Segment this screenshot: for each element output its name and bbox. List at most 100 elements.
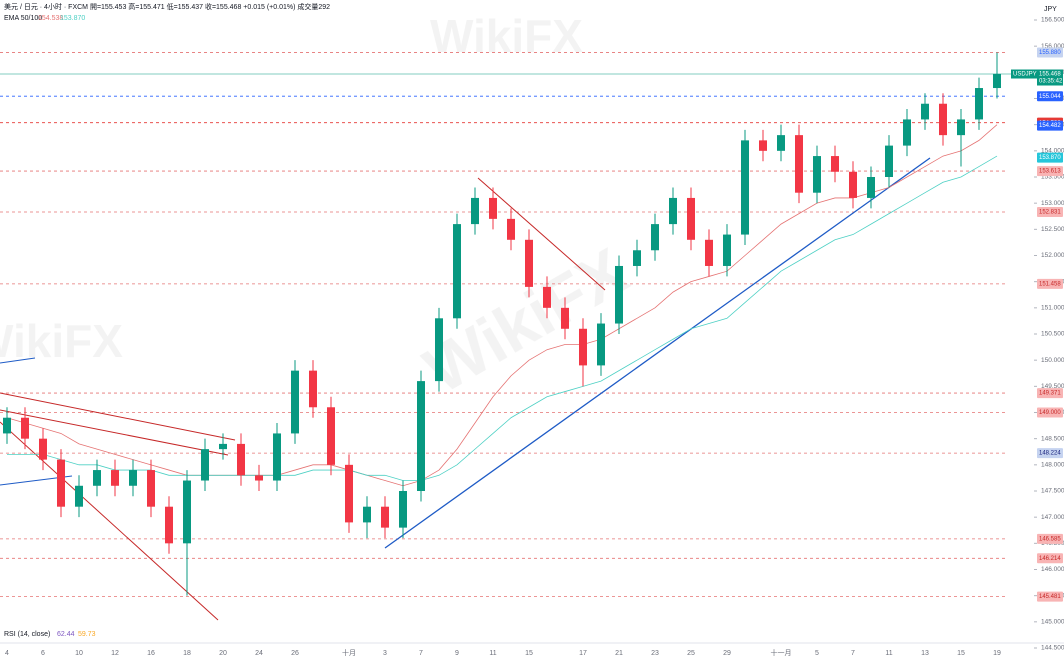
header: 美元 / 日元 · 4小时 · FXCM 開=155.453 高=155.471… — [4, 2, 330, 11]
trend-line — [477, 177, 606, 291]
candle-body — [489, 197, 497, 219]
candle-body — [561, 307, 569, 329]
candle-body — [777, 135, 785, 151]
x-tick-label: 20 — [219, 650, 227, 657]
candle-body — [3, 417, 11, 434]
level-label: 148.224 — [1039, 451, 1061, 457]
y-tick-label: 150.000 — [1041, 357, 1064, 364]
x-tick-label: 19 — [993, 650, 1001, 657]
candle-body — [975, 88, 983, 120]
candle-body — [849, 171, 857, 198]
candle-body — [993, 73, 1001, 89]
x-tick-label: 9 — [455, 650, 459, 657]
ema-line — [7, 155, 998, 481]
rsi-value: 59.73 — [78, 631, 96, 638]
x-tick-label: 11 — [489, 650, 496, 657]
indicator-value: 153.870 — [60, 15, 85, 22]
y-tick-label: 150.500 — [1041, 331, 1064, 338]
level-box — [1037, 553, 1063, 564]
candle-body — [111, 470, 119, 486]
candle-body — [759, 140, 767, 151]
candle-body — [831, 156, 839, 172]
candle-body — [39, 438, 47, 460]
x-tick-label: 29 — [723, 650, 731, 657]
trend-line — [0, 357, 36, 364]
y-tick-label: 145.000 — [1041, 619, 1064, 626]
trend-lines — [0, 157, 931, 621]
x-tick-label: 十月 — [342, 648, 356, 657]
watermark: WikiFX — [0, 315, 123, 367]
candle-body — [939, 103, 947, 136]
level-label: 155.044 — [1039, 94, 1061, 100]
indicator-label: EMA 50/100 — [4, 15, 42, 22]
level-label: 153.870 — [1039, 155, 1061, 161]
x-tick-label: 24 — [255, 650, 263, 657]
x-tick-label: 4 — [5, 650, 9, 657]
indicator-value: 154.538 — [38, 15, 63, 22]
candle-body — [21, 417, 29, 439]
candle-body — [813, 156, 821, 193]
candle-body — [165, 506, 173, 544]
x-tick-label: 16 — [147, 650, 155, 657]
x-tick-label: 3 — [383, 650, 387, 657]
candle-body — [363, 506, 371, 523]
candle-body — [579, 328, 587, 366]
candle-body — [57, 459, 65, 507]
x-tick-label: 17 — [579, 650, 587, 657]
candle-body — [651, 224, 659, 251]
level-label: 152.831 — [1039, 210, 1061, 216]
candle-body — [183, 480, 191, 544]
level-label: 153.613 — [1039, 169, 1061, 175]
trend-line — [0, 392, 236, 441]
y-tick-label: 152.000 — [1041, 252, 1064, 259]
candle-body — [795, 135, 803, 193]
y-tick-label: 149.500 — [1041, 383, 1064, 390]
candle-body — [255, 475, 263, 481]
symbol-label: USDJPY — [1013, 72, 1037, 78]
level-box — [1037, 533, 1063, 544]
candle-body — [471, 197, 479, 225]
y-tick-label: 154.000 — [1041, 148, 1064, 155]
y-tick-label: 146.000 — [1041, 566, 1064, 573]
x-tick-label: 25 — [687, 650, 695, 657]
y-tick-label: 156.000 — [1041, 43, 1064, 50]
x-tick-label: 21 — [615, 650, 623, 657]
x-tick-label: 7 — [419, 650, 423, 657]
candle-body — [903, 119, 911, 146]
candle-body — [867, 177, 875, 198]
candle-body — [399, 491, 407, 528]
level-box — [1037, 388, 1063, 399]
candle-body — [543, 286, 551, 308]
candle-body — [885, 145, 893, 177]
price-label: 155.468 — [1039, 72, 1061, 78]
y-tick-label: 156.500 — [1041, 17, 1064, 24]
candle-body — [615, 265, 623, 324]
x-tick-label: 23 — [651, 650, 659, 657]
level-box — [1037, 47, 1063, 58]
candle-body — [93, 470, 101, 486]
trend-line — [0, 421, 219, 621]
candle-body — [417, 381, 425, 491]
trend-line — [384, 157, 931, 549]
candle-body — [705, 239, 713, 266]
candle-body — [633, 250, 641, 266]
level-box — [1037, 448, 1063, 459]
candle-body — [147, 470, 155, 507]
level-box — [1037, 166, 1063, 177]
rsi-value: 62.44 — [57, 631, 75, 638]
candle-body — [381, 506, 389, 528]
x-tick-label: 十一月 — [771, 648, 792, 657]
level-box — [1037, 91, 1063, 102]
x-tick-label: 11 — [885, 650, 892, 657]
level-box — [1037, 591, 1063, 602]
candle-body — [957, 119, 965, 136]
symbol-box — [1011, 69, 1037, 79]
candle-body — [129, 470, 137, 486]
watermark: WikiFX — [430, 10, 583, 62]
candle-body — [507, 218, 515, 240]
x-tick-label: 13 — [921, 650, 929, 657]
level-label: 146.585 — [1039, 536, 1061, 542]
candle-body — [75, 485, 83, 507]
level-label: 154.482 — [1039, 123, 1061, 129]
